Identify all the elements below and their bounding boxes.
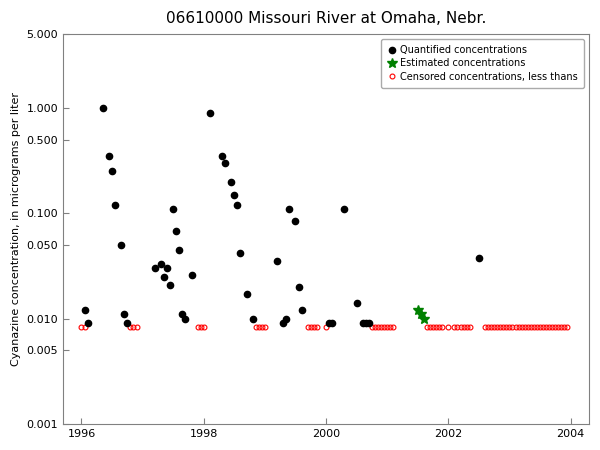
Legend: Quantified concentrations, Estimated concentrations, Censored concentrations, le: Quantified concentrations, Estimated con… — [381, 39, 584, 88]
Y-axis label: Cyanazine concentration, in micrograms per liter: Cyanazine concentration, in micrograms p… — [11, 92, 21, 366]
Title: 06610000 Missouri River at Omaha, Nebr.: 06610000 Missouri River at Omaha, Nebr. — [166, 11, 486, 26]
